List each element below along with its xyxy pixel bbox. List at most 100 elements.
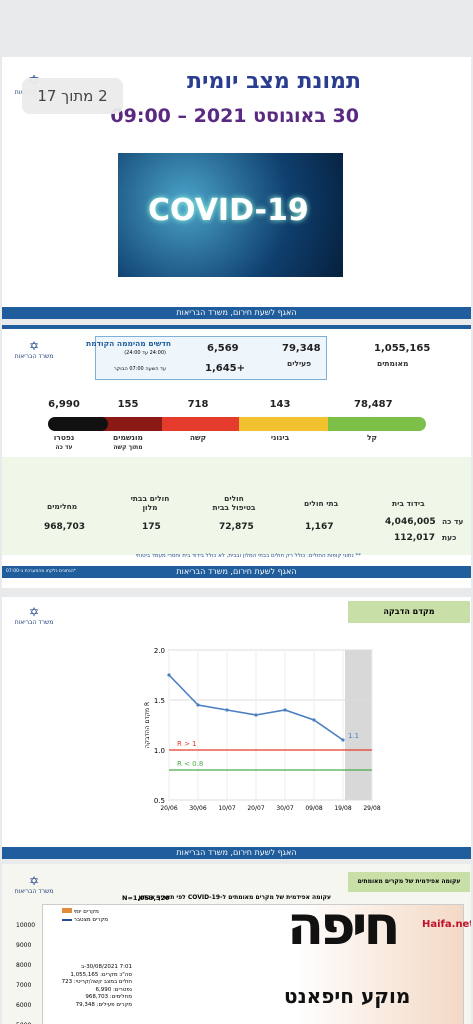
y-tick-label: 2.0	[154, 647, 165, 655]
slide-epi: ✡ משרד הבריאות עקומה אפידמית של מקרים מאו…	[2, 864, 471, 1024]
confirmed-label: מאומתים	[377, 359, 409, 368]
y-tick-label: 5000	[16, 1022, 31, 1024]
epi-title: עקומה אפידמית של מקרים מאומתים	[348, 872, 470, 892]
title: תמונת מצב יומית	[187, 69, 361, 94]
x-tick-label: 30/07	[276, 805, 293, 812]
legend-item: מקרים מצטבר	[62, 916, 108, 924]
y-tick-label: 1.0	[154, 747, 165, 755]
page-indicator: 2 מתוך 17	[22, 78, 123, 114]
ministry-text: משרד הבריאות	[14, 353, 54, 360]
severity-label: בינוני	[270, 433, 290, 442]
since-label: עד השעה 07:00 הבוקר	[113, 366, 166, 372]
covid-image: COVID-19	[118, 153, 343, 277]
ministry-logo: ✡משרד הבריאות	[14, 339, 54, 360]
x-tick-label: 10/07	[218, 805, 235, 812]
severity-label: נפטרו	[53, 433, 75, 442]
deceased-segment	[48, 417, 108, 431]
image-text: COVID-19	[148, 193, 309, 228]
projection-shade	[345, 650, 372, 800]
hospitals-value: 1,167	[305, 522, 334, 532]
isolation-label: בידוד בית	[392, 499, 425, 508]
legend-item: מקרים יומי	[62, 908, 108, 916]
hospitals-label: בתי חולים	[304, 499, 339, 508]
severity-bar	[48, 417, 426, 431]
epi-info-box: 7:01 30/08/2021-ב סה"כ מקרים: 1,055,165 חו…	[62, 964, 132, 1009]
severity-value: 143	[269, 399, 291, 410]
annotation: 1.1	[348, 732, 359, 740]
x-tick-label: 19/08	[334, 805, 351, 812]
r-point	[196, 703, 200, 707]
y-tick-label: 10000	[16, 922, 36, 929]
y-tick-label: 9000	[16, 942, 32, 949]
r-point	[283, 708, 287, 712]
y-axis-label: מקדם ההדבקה R	[144, 702, 151, 748]
footnote: ** נתוני קופות החולים: כולל רק חולים בבת…	[135, 553, 361, 559]
since-value: 1,645+	[205, 363, 246, 374]
recovered-value: 968,703	[44, 522, 85, 532]
new-label: חדשים מהיממה הקודמת	[86, 339, 171, 348]
r-point	[312, 718, 316, 722]
isolation-total: 4,046,005	[385, 517, 436, 527]
recovered-label: מחלימים	[47, 502, 78, 511]
ministry-text: משרד הבריאות	[14, 888, 54, 895]
info-line: מקרים פעילים: 79,348	[75, 1001, 132, 1008]
date: 30 באוגוסט 2021 – 09:00	[110, 105, 359, 127]
isolation-now-label: כעת	[442, 533, 457, 542]
new-note: (24:00 עד 24:00)	[124, 350, 166, 356]
legend-text: מקרים יומי	[73, 909, 99, 915]
epi-legend: מקרים יומי מקרים מצטבר	[62, 908, 108, 924]
annotation: R < 0.8	[177, 760, 203, 768]
severity-value: 718	[187, 399, 209, 410]
severity-label: קל	[366, 433, 378, 442]
new-value: 6,569	[207, 343, 239, 354]
severity-sub: מתוך קשה	[113, 444, 143, 451]
active-value: 79,348	[282, 343, 321, 354]
chart-title: מקדם הדבקה	[348, 601, 470, 623]
info-line: נפטרים: 6,990	[95, 986, 132, 993]
epi-total: N=1,053,520	[122, 894, 170, 902]
footer: האגף לשעת חירום, משרד הבריאות	[2, 566, 471, 578]
watermark-name: מוקע חיפאנט	[284, 984, 411, 1008]
severity-label: קשה	[189, 433, 207, 442]
slide-stats: ✡ משרד הבריאות 1,055,165 מאומתים 79,348 פ…	[2, 325, 471, 588]
r-point	[341, 738, 345, 742]
r-point	[254, 713, 258, 717]
severity-value: 155	[117, 399, 139, 410]
info-line: חולים במצב קשה/קריטי: 723	[61, 979, 132, 985]
footer: האגף לשעת חירום, משרד הבריאות	[2, 847, 471, 859]
annotation: R > 1	[177, 740, 197, 748]
severity-sub: עד כה	[55, 444, 73, 451]
watermark-brand: Haifa.net	[422, 919, 471, 930]
active-label: פעילים	[287, 359, 312, 368]
severity-label: מונשמים	[113, 433, 143, 442]
isolation-total-label: עד כה	[442, 517, 464, 526]
top-bar	[2, 325, 471, 329]
y-tick-label: 6000	[16, 1002, 32, 1009]
epi-subtitle: עקומה אפידמית של מקרים מאומתים ל-COVID-1…	[138, 894, 331, 901]
chart: 0.5 1.0 1.5 2.0 20/06 30/06 10/07 20/07 30/07 09/…	[144, 647, 381, 812]
info-line: מחלימים: 968,703	[85, 994, 132, 1000]
x-tick-label: 09/08	[305, 805, 322, 812]
ministry-logo: ✡משרד הבריאות	[14, 874, 54, 895]
ministry-text: משרד הבריאות	[14, 619, 54, 626]
info-line: סה"כ מקרים: 1,055,165	[70, 971, 132, 978]
footer: האגף לשעת חירום, משרד הבריאות	[2, 307, 471, 319]
x-tick-label: 20/06	[160, 805, 177, 812]
small-note: *הנתונים נלקחו מהמערכת ב-07:00	[6, 569, 76, 574]
new-cases-box	[95, 336, 327, 380]
x-tick-label: 30/06	[189, 805, 206, 812]
y-tick-label: 0.5	[154, 797, 165, 805]
y-tick-label: 1.5	[154, 697, 165, 705]
x-tick-label: 29/08	[363, 805, 380, 812]
mild-segment	[320, 417, 426, 431]
x-tick-label: 20/07	[247, 805, 264, 812]
slide-cover: ✡משרד הבריאות תמונת מצב יומית 30 באוגוסט…	[2, 57, 471, 319]
r-point	[167, 673, 171, 677]
severity-labels: 78,487 קל 143 בינוני 718 קשה 155 מונשמים מתוך קש…	[2, 399, 471, 459]
plot-area	[168, 649, 373, 801]
legend-text: מקרים מצטבר	[73, 917, 108, 923]
severe-segment	[162, 417, 239, 431]
y-tick-label: 7000	[16, 982, 32, 989]
ventilated-segment	[100, 417, 162, 431]
severity-value: 78,487	[354, 399, 393, 410]
